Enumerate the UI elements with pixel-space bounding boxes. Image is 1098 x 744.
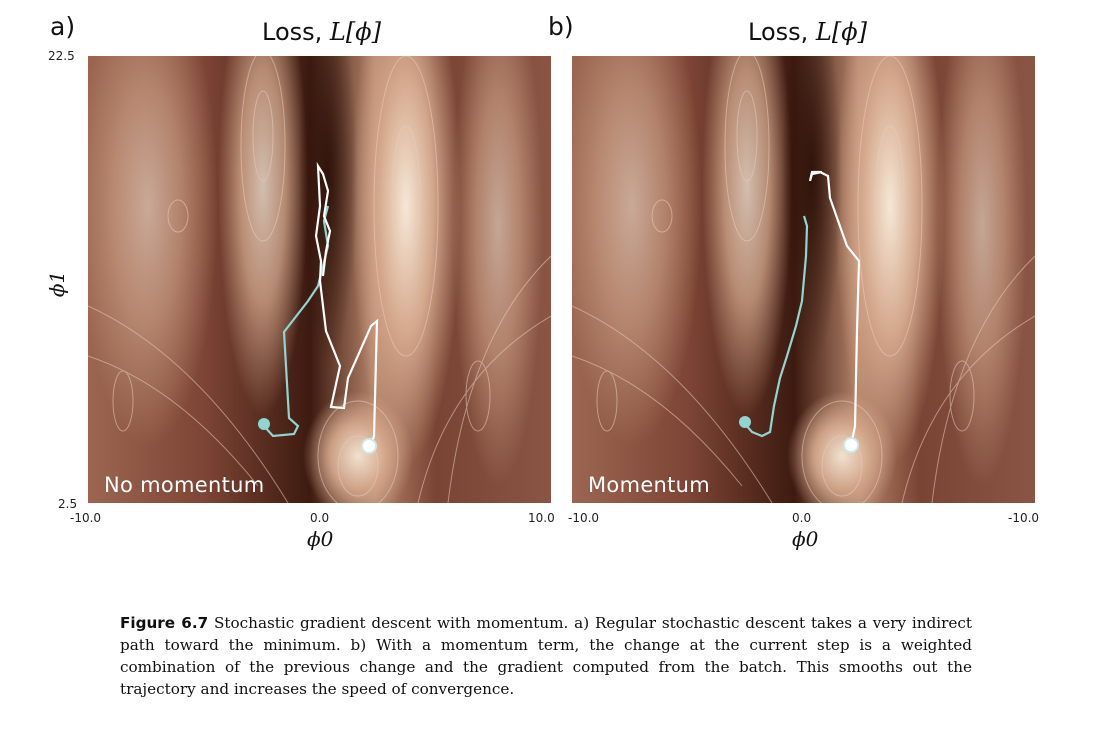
panel-a-ytick-top: 22.5 [48,49,75,63]
panel-b-inset-label: Momentum [588,473,711,497]
panel-b-white-path [808,170,861,447]
panel-a-xtick-mid: 0.0 [310,511,330,525]
panel-b-cyan-start [739,416,751,428]
panel-b-loss-surface [572,56,1035,503]
panel-b-xtick-right: -10.0 [1008,511,1040,525]
panel-b-loss-plot: Momentum [572,56,1035,503]
panel-b-xtick-mid: 0.0 [792,511,812,525]
panel-a-cyan-path [263,205,330,438]
panel-a-cyan-start [258,418,270,430]
panel-b-xlabel: ϕ0 [792,527,819,551]
panel-b-title-text: Loss, [748,18,816,46]
panel-a-white-path [314,161,379,449]
panel-b-cyan-path [744,215,809,438]
figure-caption-text: Stochastic gradient descent with momentu… [120,614,972,698]
figure-caption-label: Figure 6.7 [120,614,209,632]
panel-a-loss-plot: No momentum [88,56,551,503]
panel-a-xtick-left: -10.0 [70,511,102,525]
panel-b-title: Loss, L[ϕ] [748,18,867,46]
panel-b-white-end [843,437,859,453]
panel-a-white-end [361,438,377,454]
panel-a-letter: a) [50,12,76,41]
panel-b-xtick-left: -10.0 [568,511,600,525]
figure-caption: Figure 6.7 Stochastic gradient descent w… [120,612,972,700]
panel-b-letter: b) [548,12,574,41]
panel-a-ytick-bottom: 2.5 [58,497,78,511]
panel-a-title: Loss, L[ϕ] [262,18,381,46]
panel-a-ylabel: ϕ1 [45,270,70,298]
panel-a-title-text: Loss, [262,18,330,46]
panel-a-title-math: L[ϕ] [329,18,381,46]
panel-a-inset-label: No momentum [104,473,265,497]
panel-a-xtick-right: 10.0 [528,511,555,525]
panel-a-loss-surface [88,56,551,503]
panel-b-title-math: L[ϕ] [815,18,867,46]
panel-a-xlabel: ϕ0 [307,527,334,551]
